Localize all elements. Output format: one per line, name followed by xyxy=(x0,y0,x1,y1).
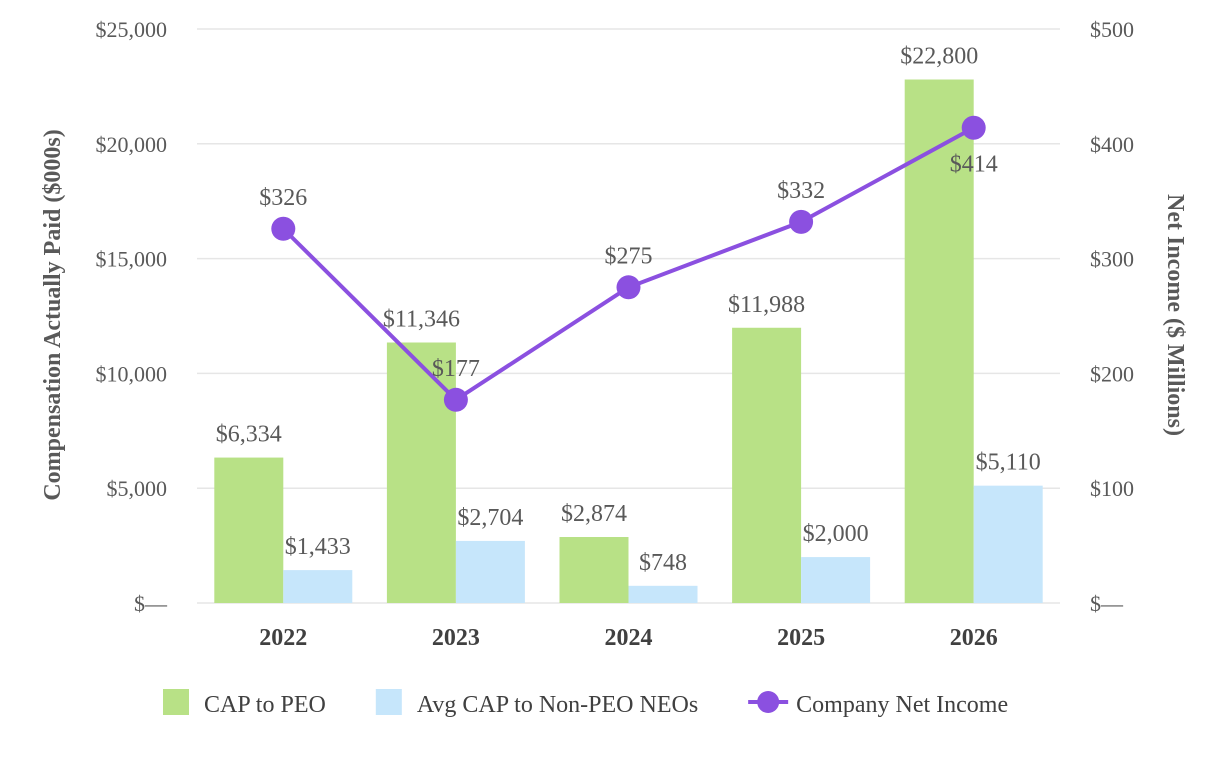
net-income-point xyxy=(271,216,296,241)
legend-item: CAP to PEO xyxy=(163,689,326,718)
bar-data-label: $22,800 xyxy=(900,44,978,70)
net-income-line-layer xyxy=(271,115,986,412)
y-axis-left-title: Compensation Actually Paid ($000s) xyxy=(40,129,66,500)
bar-avg-cap-non-peo xyxy=(455,540,525,603)
bar-data-label: $2,000 xyxy=(803,521,869,547)
legend-swatch xyxy=(163,689,189,715)
bar-data-label: $11,346 xyxy=(383,306,460,332)
y-left-tick-label: $20,000 xyxy=(96,132,168,157)
axes: $— $5,000 $10,000 $15,000 $20,000 $25,000 $— $1… xyxy=(96,17,1135,651)
y-left-tick-label: $— xyxy=(134,591,168,616)
bar-data-label: $2,704 xyxy=(457,505,523,531)
line-data-label: $332 xyxy=(777,178,825,204)
y-left-tick-label: $5,000 xyxy=(107,476,168,501)
line-data-label: $275 xyxy=(605,243,653,269)
legend: CAP to PEO Avg CAP to Non-PEO NEOs Company… xyxy=(163,689,1008,718)
y-left-tick-label: $10,000 xyxy=(96,361,168,386)
y-right-tick-label: $300 xyxy=(1090,247,1134,272)
y-left-tick-label: $25,000 xyxy=(96,17,168,42)
y-left-tick-label: $15,000 xyxy=(96,247,168,272)
bar-data-label: $5,110 xyxy=(976,450,1041,476)
y-right-tick-label: $200 xyxy=(1090,361,1134,386)
y-right-tick-label: $— xyxy=(1090,591,1124,616)
legend-marker xyxy=(757,691,780,713)
y-right-tick-label: $400 xyxy=(1090,132,1134,157)
x-tick-label: 2026 xyxy=(950,625,998,651)
bar-avg-cap-non-peo xyxy=(283,570,353,603)
legend-item: Avg CAP to Non-PEO NEOs xyxy=(375,689,698,718)
bar-data-label: $2,874 xyxy=(561,501,627,527)
bar-data-label: $748 xyxy=(639,550,687,576)
net-income-point xyxy=(961,115,986,140)
bar-data-label: $6,334 xyxy=(216,422,282,448)
bar-cap-to-peo xyxy=(214,457,284,603)
bar-data-label: $11,988 xyxy=(728,292,805,318)
legend-swatch xyxy=(375,689,402,715)
bar-cap-to-peo xyxy=(559,537,629,603)
net-income-point xyxy=(443,387,468,412)
legend-label: Avg CAP to Non-PEO NEOs xyxy=(417,692,698,718)
legend-label: Company Net Income xyxy=(796,692,1008,718)
bar-avg-cap-non-peo xyxy=(628,585,698,603)
legend-item: Company Net Income xyxy=(748,691,1008,718)
bar-cap-to-peo xyxy=(732,327,802,603)
line-data-label: $326 xyxy=(259,185,307,211)
x-tick-label: 2024 xyxy=(605,625,653,651)
bar-cap-to-peo xyxy=(904,79,974,603)
bar-avg-cap-non-peo xyxy=(801,557,871,603)
y-right-tick-label: $500 xyxy=(1090,17,1134,42)
net-income-point xyxy=(789,209,814,234)
y-axis-right-title: Net Income ($ Millions) xyxy=(1162,194,1188,436)
line-data-label: $414 xyxy=(950,152,998,178)
x-tick-label: 2022 xyxy=(259,625,307,651)
bar-data-label: $1,433 xyxy=(285,534,351,560)
legend-label: CAP to PEO xyxy=(204,692,326,718)
line-data-label: $177 xyxy=(432,356,480,382)
data-labels: $6,334 $11,346 $2,874 $11,988 $22,800 $1,433 $… xyxy=(216,44,1041,576)
bar-avg-cap-non-peo xyxy=(973,485,1043,603)
net-income-point xyxy=(616,275,641,300)
x-tick-label: 2025 xyxy=(777,625,825,651)
y-right-tick-label: $100 xyxy=(1090,476,1134,501)
x-tick-label: 2023 xyxy=(432,625,480,651)
